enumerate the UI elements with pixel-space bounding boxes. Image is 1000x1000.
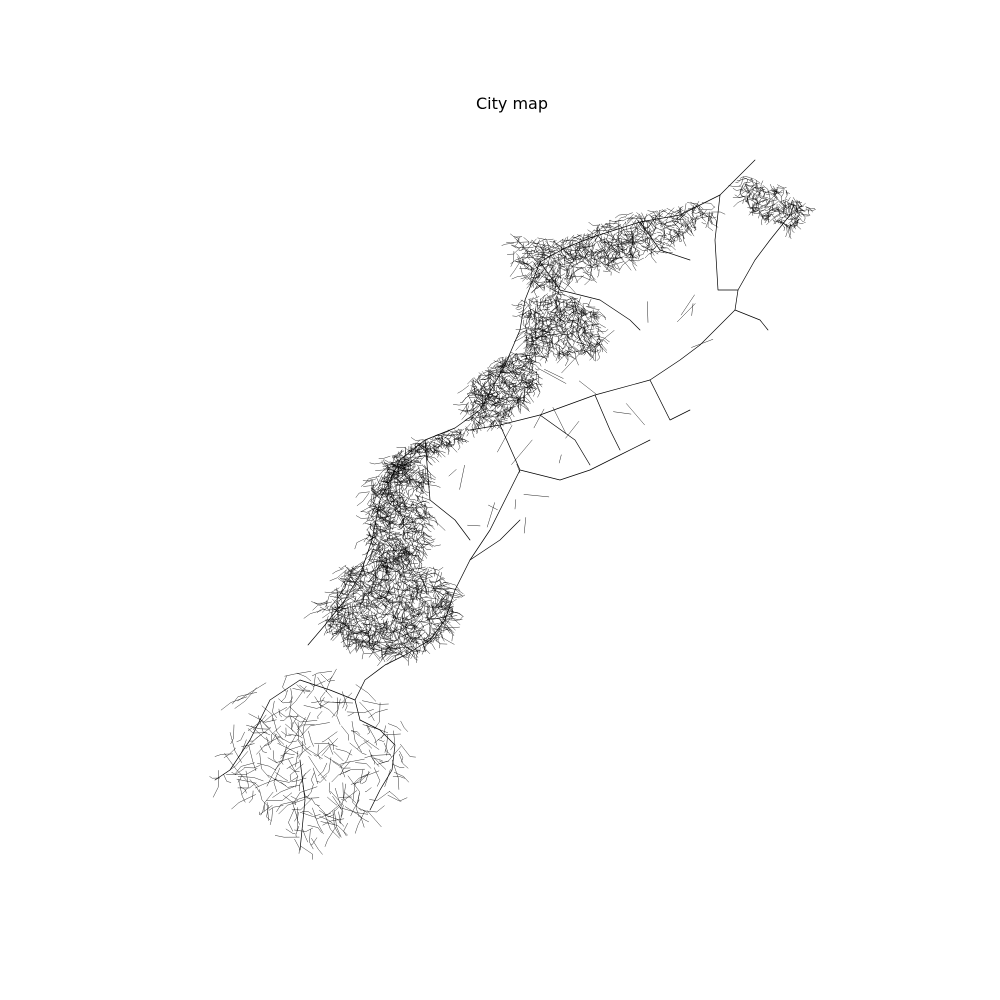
road-segment	[737, 214, 791, 291]
outskirts-southwest	[209, 668, 416, 860]
road-segment	[649, 379, 691, 421]
road-network	[209, 159, 816, 860]
urban-zone-mid	[453, 351, 548, 438]
urban-zone-south	[303, 555, 466, 666]
rural-roads	[435, 294, 714, 534]
road-segment	[354, 424, 521, 721]
urban-zone-neck	[369, 426, 475, 486]
road-segment	[469, 519, 521, 561]
urban-zone-northeast	[728, 176, 816, 239]
road-segment	[519, 439, 651, 481]
urban-zone-north	[501, 201, 726, 300]
road-segment	[539, 414, 591, 466]
urban-zone-ridge	[511, 291, 610, 367]
road-segment	[424, 439, 471, 541]
road-segment	[214, 679, 356, 781]
road-segment	[594, 394, 621, 451]
map-title: City map	[476, 94, 548, 113]
road-segment	[359, 719, 396, 811]
road-segment	[734, 309, 769, 331]
road-segment	[539, 261, 641, 331]
road-segment	[469, 194, 739, 431]
road-segment	[299, 759, 306, 851]
